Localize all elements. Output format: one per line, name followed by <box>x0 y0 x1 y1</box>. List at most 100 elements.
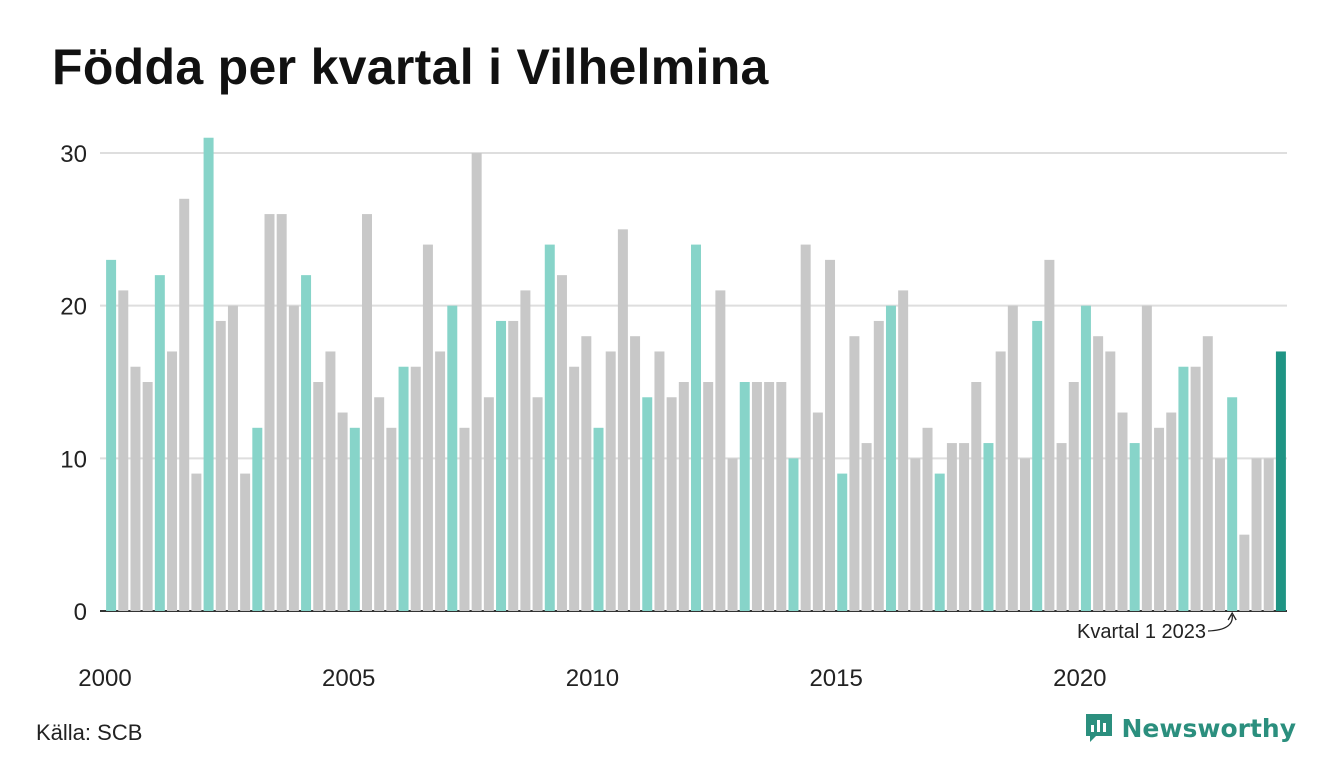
bar-2023-q3 <box>1251 458 1262 611</box>
bar-2009-q3 <box>569 366 580 611</box>
bar-2001-q1 <box>154 275 165 611</box>
bar-2005-q1 <box>349 427 360 611</box>
x-tick-label: 2000 <box>78 665 131 692</box>
bar-2004-q3 <box>325 351 336 611</box>
bar-2018-q1 <box>983 443 994 611</box>
bar-2009-q1 <box>544 244 555 611</box>
bar-2008-q2 <box>508 320 519 611</box>
y-axis-labels: 0 10 20 30 <box>60 141 87 626</box>
bar-2019-q4 <box>1068 382 1079 611</box>
bar-2014-q2 <box>800 244 811 611</box>
bar-2015-q1 <box>837 473 848 611</box>
bar-2016-q2 <box>898 290 909 611</box>
x-tick-label: 2010 <box>566 665 619 692</box>
bar-2012-q1 <box>691 244 701 611</box>
bar-2006-q2 <box>410 366 421 611</box>
bars <box>106 137 1286 612</box>
bar-2017-q2 <box>946 443 957 611</box>
bar-2003-q3 <box>276 214 287 612</box>
bar-2022-q1 <box>1178 366 1189 611</box>
bar-2023-q2 <box>1239 534 1250 611</box>
bar-2019-q2 <box>1044 259 1055 611</box>
bar-2020-q3 <box>1105 351 1116 611</box>
bar-2017-q1 <box>934 473 945 611</box>
bar-2002-q2 <box>215 320 226 611</box>
y-tick-label: 30 <box>60 141 87 168</box>
x-tick-label: 2020 <box>1053 665 1106 692</box>
bar-2015-q3 <box>861 443 872 611</box>
bar-2020-q2 <box>1093 336 1104 611</box>
x-axis-labels: 2000 2005 2010 2015 2020 <box>78 665 1106 692</box>
newsworthy-logo-icon <box>1085 714 1112 742</box>
bar-2002-q4 <box>240 473 251 611</box>
bar-2013-q2 <box>751 382 762 611</box>
y-tick-label: 0 <box>74 599 87 626</box>
bar-2007-q1 <box>447 305 458 611</box>
bar-2021-q4 <box>1166 412 1177 611</box>
bar-2007-q3 <box>471 153 482 611</box>
bar-2017-q3 <box>959 443 970 611</box>
bar-2023-q1 <box>1227 397 1238 611</box>
bar-2021-q1 <box>1129 443 1140 611</box>
bar-2009-q4 <box>581 336 592 611</box>
bar-2007-q2 <box>459 427 470 611</box>
chart-title: Födda per kvartal i Vilhelmina <box>52 39 769 95</box>
bar-2018-q2 <box>995 351 1006 611</box>
bar-2006-q3 <box>422 244 433 611</box>
bar-2008-q3 <box>520 290 531 611</box>
bar-2023-q4 <box>1263 458 1274 611</box>
bar-2003-q1 <box>252 427 263 611</box>
bar-2013-q4 <box>776 382 787 611</box>
bar-2022-q2 <box>1190 366 1201 611</box>
bar-2018-q4 <box>1020 458 1031 611</box>
brand-logo: Newsworthy <box>1084 712 1296 744</box>
bar-2011-q4 <box>678 382 689 611</box>
bar-2011-q1 <box>642 397 653 611</box>
bar-2010-q4 <box>630 336 641 611</box>
bar-2019-q3 <box>1056 443 1067 611</box>
bar-2004-q4 <box>337 412 348 611</box>
annotation-arrowhead <box>1227 611 1237 621</box>
annotation-label: Kvartal 1 2023 <box>1077 621 1206 643</box>
bar-2022-q3 <box>1202 336 1213 611</box>
bar-2004-q2 <box>313 382 324 611</box>
bar-2005-q4 <box>386 427 397 611</box>
bar-2000-q3 <box>130 366 141 611</box>
bar-2010-q2 <box>605 351 616 611</box>
bar-2021-q3 <box>1154 427 1165 611</box>
y-tick-label: 20 <box>60 294 87 321</box>
bar-2022-q4 <box>1214 458 1225 611</box>
bar-2000-q4 <box>142 382 153 611</box>
bar-2011-q2 <box>654 351 665 611</box>
bar-2002-q1 <box>203 137 214 611</box>
bar-2001-q2 <box>167 351 178 611</box>
bar-2003-q4 <box>288 305 299 611</box>
bar-2005-q3 <box>374 397 385 611</box>
x-tick-label: 2005 <box>322 665 375 692</box>
bar-2003-q2 <box>264 214 275 612</box>
bar-2010-q1 <box>593 427 604 611</box>
bar-2007-q4 <box>483 397 494 611</box>
bar-2017-q4 <box>971 382 982 611</box>
bar-2004-q1 <box>301 275 312 611</box>
bar-2013-q1 <box>739 382 750 611</box>
x-tick-label: 2015 <box>809 665 862 692</box>
bar-2018-q3 <box>1007 305 1018 611</box>
bar-2016-q4 <box>922 427 933 611</box>
bar-2014-q4 <box>825 259 836 611</box>
bar-2006-q4 <box>435 351 446 611</box>
bar-2010-q3 <box>617 229 628 612</box>
bar-2000-q1 <box>106 259 117 611</box>
bar-2001-q4 <box>191 473 202 611</box>
bar-2024-q1 <box>1275 351 1286 611</box>
bar-2002-q3 <box>227 305 238 611</box>
y-tick-label: 10 <box>60 446 87 473</box>
bar-2013-q3 <box>764 382 775 611</box>
bar-2015-q4 <box>873 320 884 611</box>
bar-2012-q3 <box>715 290 726 611</box>
bar-2014-q1 <box>788 458 799 611</box>
bar-2020-q4 <box>1117 412 1128 611</box>
bar-2020-q1 <box>1080 305 1091 611</box>
bar-2012-q4 <box>727 458 738 611</box>
